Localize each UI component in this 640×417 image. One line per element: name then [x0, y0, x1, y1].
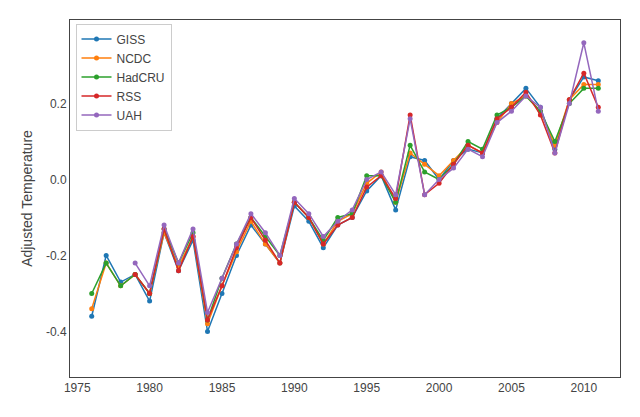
svg-text:HadCRU: HadCRU — [117, 71, 165, 85]
svg-text:-0.4: -0.4 — [46, 325, 67, 339]
svg-text:RSS: RSS — [117, 90, 142, 104]
svg-text:Adjusted Temperature: Adjusted Temperature — [19, 130, 35, 267]
svg-text:1995: 1995 — [353, 381, 380, 395]
svg-text:GISS: GISS — [117, 33, 146, 47]
svg-text:2005: 2005 — [498, 381, 525, 395]
svg-text:2000: 2000 — [426, 381, 453, 395]
svg-text:2010: 2010 — [570, 381, 597, 395]
svg-text:1985: 1985 — [209, 381, 236, 395]
svg-text:1990: 1990 — [281, 381, 308, 395]
svg-text:-0.2: -0.2 — [46, 249, 67, 263]
svg-text:UAH: UAH — [117, 109, 142, 123]
svg-text:1980: 1980 — [136, 381, 163, 395]
svg-text:1975: 1975 — [64, 381, 91, 395]
svg-text:0.2: 0.2 — [50, 97, 67, 111]
svg-text:NCDC: NCDC — [117, 52, 152, 66]
svg-text:0.0: 0.0 — [50, 173, 67, 187]
